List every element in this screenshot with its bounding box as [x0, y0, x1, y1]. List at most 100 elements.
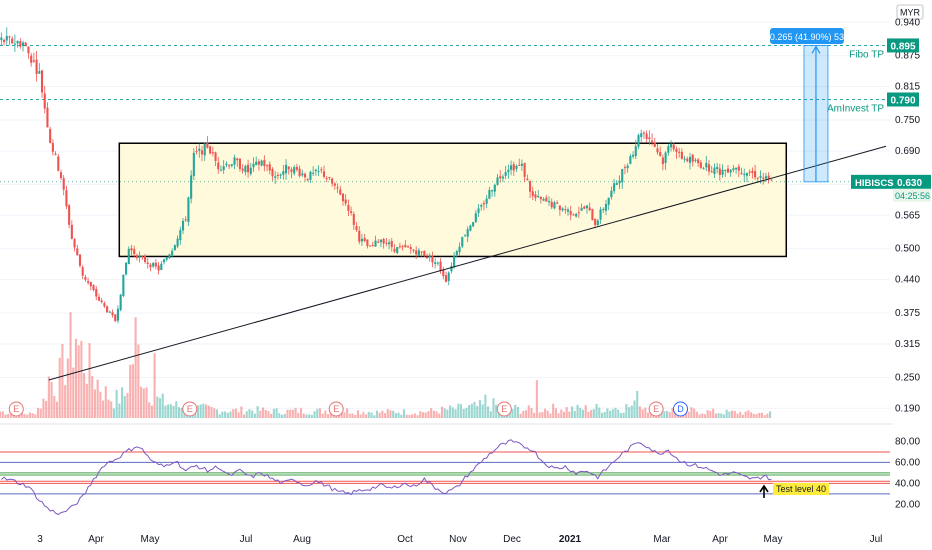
candle-body[interactable]: [24, 42, 27, 47]
candle-body[interactable]: [724, 169, 727, 171]
candle-body[interactable]: [282, 171, 285, 175]
candle-body[interactable]: [284, 164, 288, 174]
candle-body[interactable]: [453, 256, 456, 267]
candle-body[interactable]: [564, 209, 567, 211]
candle-body[interactable]: [108, 311, 111, 313]
candle-body[interactable]: [106, 306, 109, 313]
candle-body[interactable]: [748, 171, 751, 173]
candle-body[interactable]: [754, 171, 757, 178]
candle-body[interactable]: [187, 197, 190, 223]
candle-body[interactable]: [162, 259, 166, 263]
candle-body[interactable]: [146, 262, 149, 264]
candle-body[interactable]: [575, 213, 578, 217]
candle-body[interactable]: [333, 183, 336, 186]
candle-body[interactable]: [434, 262, 437, 264]
candle-body[interactable]: [51, 143, 54, 152]
candle-body[interactable]: [200, 150, 204, 155]
candle-body[interactable]: [176, 238, 179, 247]
candle-body[interactable]: [751, 170, 754, 173]
candle-body[interactable]: [396, 247, 399, 254]
candle-body[interactable]: [537, 196, 540, 198]
candle-body[interactable]: [656, 148, 659, 153]
candle-body[interactable]: [89, 282, 92, 287]
candle-body[interactable]: [759, 176, 762, 178]
candle-body[interactable]: [184, 219, 187, 221]
candle-body[interactable]: [588, 207, 591, 211]
candle-body[interactable]: [732, 168, 735, 171]
candle-body[interactable]: [718, 168, 721, 175]
candle-body[interactable]: [154, 262, 157, 267]
candle-body[interactable]: [610, 190, 613, 198]
candle-body[interactable]: [634, 146, 637, 156]
candle-body[interactable]: [442, 269, 445, 276]
candle-body[interactable]: [352, 213, 355, 225]
candle-body[interactable]: [95, 288, 98, 297]
candle-body[interactable]: [501, 176, 504, 179]
candle-body[interactable]: [339, 189, 342, 195]
measure-tool[interactable]: 0.265 (41.90%) 53: [770, 28, 844, 183]
candle-body[interactable]: [431, 256, 434, 263]
candle-body[interactable]: [664, 152, 667, 163]
candle-body[interactable]: [130, 248, 133, 251]
candle-body[interactable]: [542, 198, 545, 201]
candle-body[interactable]: [417, 250, 420, 256]
earnings-marker[interactable]: E: [182, 401, 198, 417]
candle-body[interactable]: [515, 166, 518, 169]
candle-body[interactable]: [604, 203, 608, 211]
candle-body[interactable]: [716, 166, 719, 169]
candle-body[interactable]: [463, 235, 467, 237]
candle-body[interactable]: [133, 249, 136, 255]
candle-body[interactable]: [626, 165, 629, 169]
candle-body[interactable]: [553, 202, 556, 209]
candle-body[interactable]: [78, 254, 82, 266]
candle-body[interactable]: [686, 158, 689, 162]
candle-body[interactable]: [209, 146, 212, 154]
candle-body[interactable]: [249, 167, 252, 174]
candle-body[interactable]: [721, 169, 724, 175]
candle-body[interactable]: [103, 303, 106, 307]
candle-body[interactable]: [5, 36, 8, 41]
candle-body[interactable]: [195, 151, 198, 153]
candle-body[interactable]: [84, 277, 87, 280]
candle-body[interactable]: [46, 107, 49, 128]
candle-body[interactable]: [322, 171, 326, 177]
candle-body[interactable]: [11, 38, 14, 44]
candle-body[interactable]: [222, 166, 225, 171]
candle-body[interactable]: [726, 168, 730, 173]
candle-body[interactable]: [157, 265, 160, 271]
candle-body[interactable]: [369, 245, 372, 247]
candle-body[interactable]: [138, 255, 141, 258]
candle-body[interactable]: [520, 163, 523, 166]
candle-body[interactable]: [482, 203, 486, 205]
candle-body[interactable]: [566, 209, 570, 212]
candle-body[interactable]: [531, 191, 534, 197]
candle-body[interactable]: [336, 187, 339, 189]
candle-body[interactable]: [303, 173, 307, 178]
candle-body[interactable]: [30, 55, 33, 63]
candle-body[interactable]: [287, 166, 290, 170]
candle-body[interactable]: [678, 151, 681, 153]
candle-body[interactable]: [331, 178, 334, 184]
candle-body[interactable]: [691, 154, 694, 162]
candle-body[interactable]: [40, 70, 44, 93]
candle-body[interactable]: [615, 183, 618, 185]
candle-body[interactable]: [190, 175, 193, 199]
candle-body[interactable]: [547, 200, 551, 203]
candle-body[interactable]: [363, 237, 366, 242]
candle-body[interactable]: [257, 161, 260, 165]
candle-body[interactable]: [518, 164, 521, 166]
candle-body[interactable]: [238, 158, 242, 169]
candle-body[interactable]: [298, 168, 301, 177]
candle-body[interactable]: [697, 159, 700, 164]
candle-body[interactable]: [341, 193, 345, 202]
candle-body[interactable]: [675, 148, 678, 152]
candle-body[interactable]: [266, 165, 269, 167]
candle-body[interactable]: [743, 173, 746, 176]
candle-body[interactable]: [599, 209, 602, 220]
candle-body[interactable]: [504, 172, 507, 176]
candle-body[interactable]: [100, 300, 103, 303]
candle-body[interactable]: [425, 257, 429, 259]
candle-body[interactable]: [770, 179, 773, 181]
candle-body[interactable]: [171, 250, 174, 256]
candle-body[interactable]: [141, 256, 144, 258]
